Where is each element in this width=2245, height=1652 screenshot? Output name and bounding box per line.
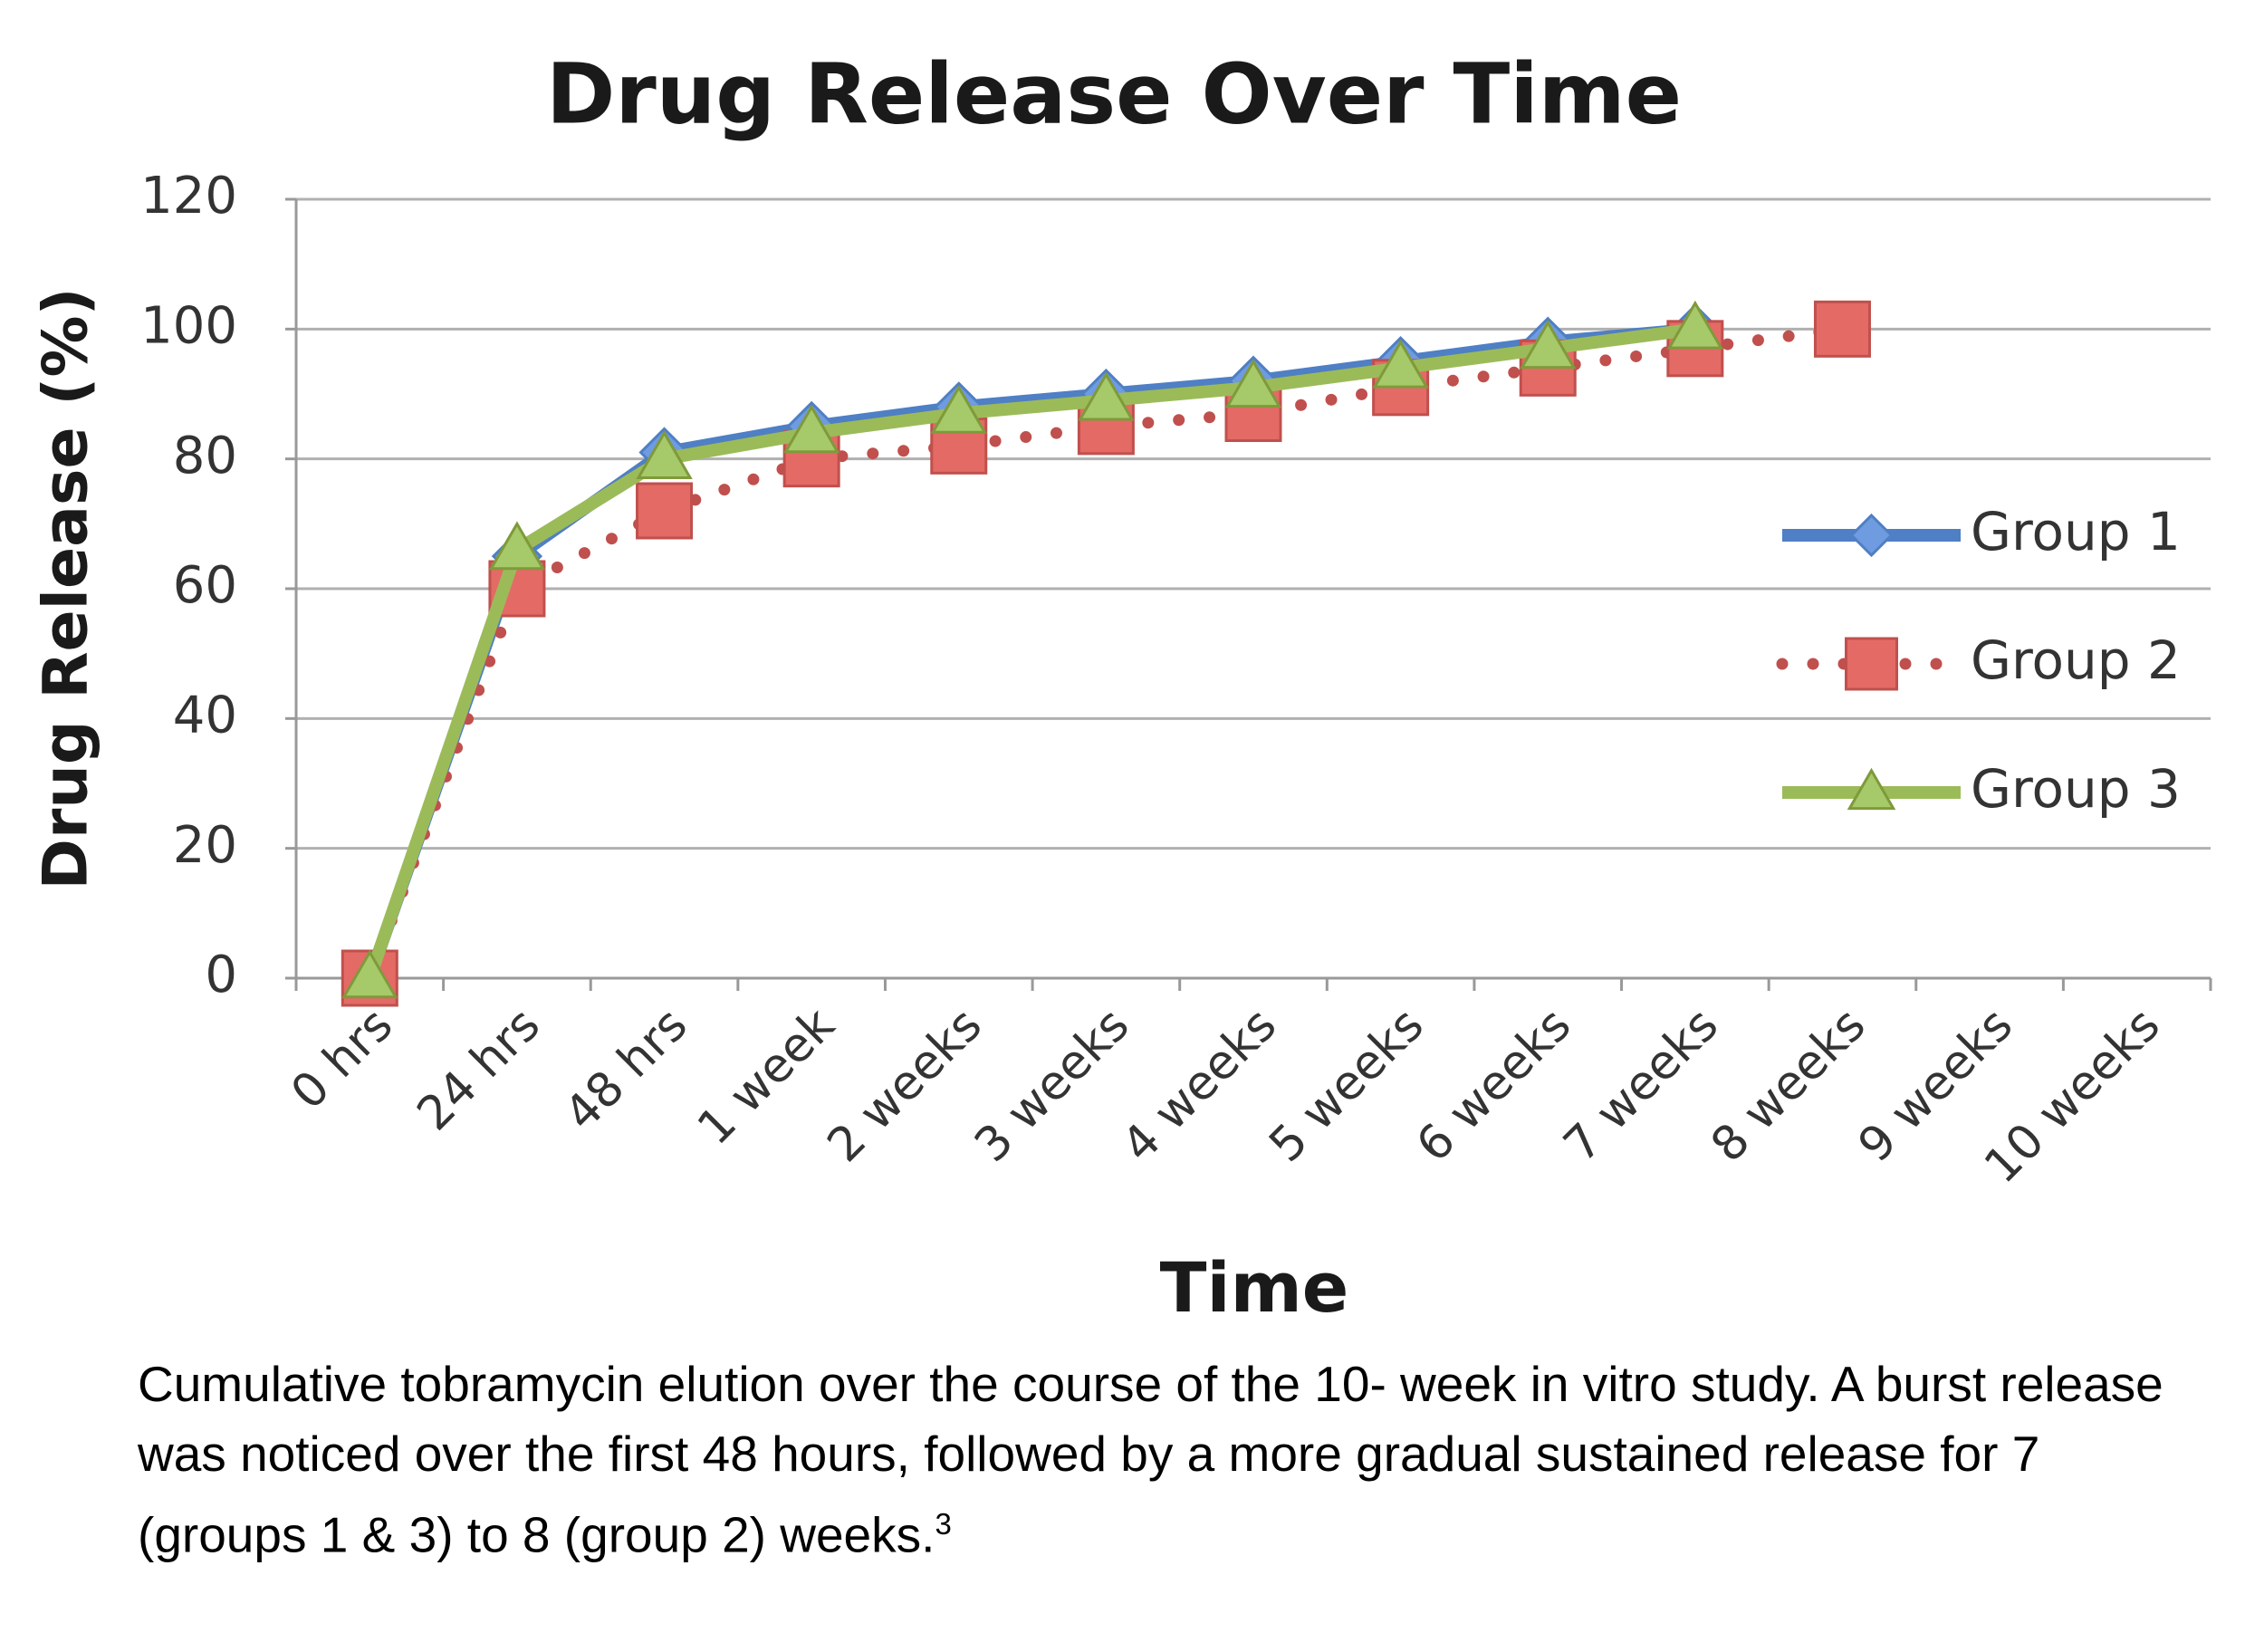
chart: Drug Release Over Time Time Drug Release…	[31, 45, 2212, 1328]
x-tick-label: 5 weeks	[1259, 998, 1434, 1173]
data-point	[1813, 300, 1871, 358]
data-point	[636, 430, 693, 479]
legend-label: Group 1	[1971, 501, 2181, 562]
x-axis-label: Time	[1160, 1247, 1349, 1328]
data-point	[1224, 359, 1282, 408]
data-point	[1520, 320, 1577, 370]
data-point	[1666, 300, 1724, 350]
y-tick-label: 20	[173, 816, 237, 875]
x-tick-label: 4 weeks	[1112, 998, 1287, 1173]
legend-marker	[1847, 767, 1896, 811]
data-point	[488, 521, 546, 571]
legend-marker	[1849, 513, 1894, 558]
y-tick-label: 60	[173, 556, 237, 615]
chart-title: Drug Release Over Time	[546, 45, 1682, 142]
x-tick-label: 2 weeks	[818, 998, 993, 1173]
y-tick-label: 80	[173, 427, 237, 485]
caption: Cumulative tobramycin elution over the c…	[138, 1349, 2184, 1570]
data-point	[782, 404, 840, 454]
legend-marker	[1845, 637, 1898, 691]
caption-text: Cumulative tobramycin elution over the c…	[138, 1356, 2163, 1563]
legend-label: Group 2	[1971, 629, 2181, 691]
y-tick-label: 120	[140, 167, 237, 226]
data-point	[636, 482, 694, 540]
series-line	[363, 322, 1696, 981]
data-point	[341, 949, 398, 999]
y-tick-label: 100	[140, 296, 237, 355]
data-point	[1078, 371, 1135, 421]
x-tick-label: 24 hrs	[408, 998, 551, 1141]
y-tick-label: 40	[173, 686, 237, 744]
x-tick-label: 7 weeks	[1554, 998, 1729, 1173]
series-line	[363, 322, 1696, 981]
x-tick-label: 6 weeks	[1406, 998, 1581, 1173]
data-point	[1372, 339, 1429, 389]
data-point	[930, 384, 987, 434]
series-line	[363, 322, 1848, 984]
caption-reference: 3	[935, 1507, 952, 1541]
x-tick-label: 48 hrs	[554, 998, 697, 1141]
legend-label: Group 3	[1971, 758, 2181, 820]
x-tick-label: 8 weeks	[1701, 998, 1876, 1173]
x-tick-label: 0 hrs	[281, 998, 403, 1120]
y-axis-label: Drug Release (%)	[31, 287, 102, 889]
x-tick-label: 3 weeks	[964, 998, 1139, 1173]
y-tick-label: 0	[205, 946, 237, 1004]
